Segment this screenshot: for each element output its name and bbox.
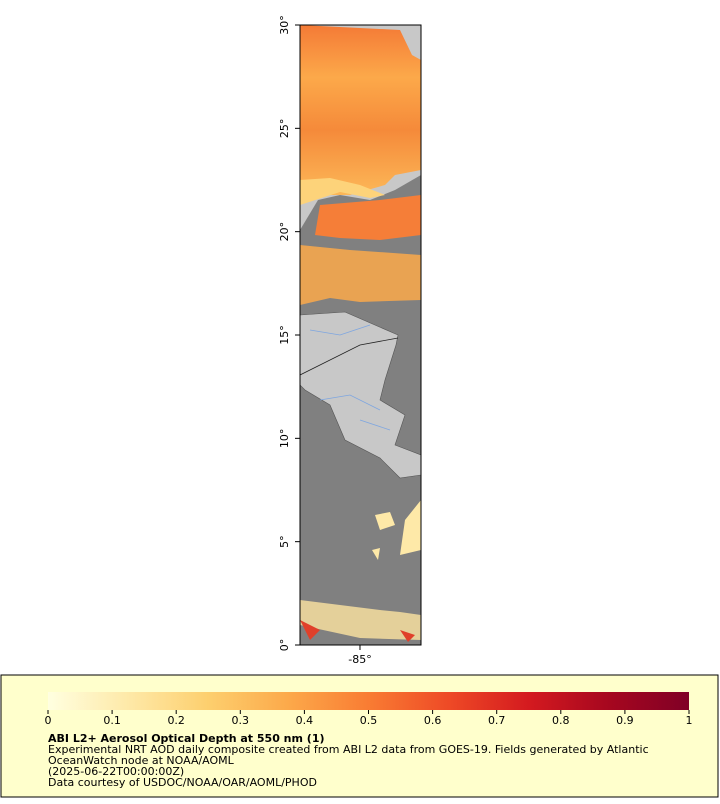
legend-title: ABI L2+ Aerosol Optical Depth at 550 nm …	[48, 732, 325, 745]
legend-line: Data courtesy of USDOC/NOAA/OAR/AOML/PHO…	[48, 776, 317, 789]
colorbar-tick-label: 0.9	[616, 714, 634, 727]
y-tick-label: 5°	[278, 535, 291, 548]
legend-line: (2025-06-22T00:00:00Z)	[48, 765, 184, 778]
y-tick-label: 0°	[278, 639, 291, 652]
aod-field	[300, 25, 421, 200]
river	[309, 324, 391, 431]
aod-field	[372, 500, 421, 560]
colorbar-tick-label: 0.8	[552, 714, 570, 727]
map	[300, 25, 421, 645]
y-tick-label: 25°	[278, 119, 291, 139]
colorbar-tick-label: 0.5	[360, 714, 378, 727]
colorbar-tick-label: 0.7	[488, 714, 506, 727]
aod-field	[300, 245, 421, 305]
y-tick-label: 10°	[278, 429, 291, 449]
x-tick-label: -85°	[348, 653, 371, 666]
colorbar-tick-label: 0.3	[232, 714, 250, 727]
colorbar-tick-label: 0.4	[296, 714, 314, 727]
legend-line: Experimental NRT AOD daily composite cre…	[48, 743, 649, 756]
colorbar-tick-label: 0.1	[103, 714, 121, 727]
colorbar-tick-label: 0	[45, 714, 52, 727]
colorbar-tick-label: 0.6	[424, 714, 442, 727]
aod-field	[300, 178, 385, 205]
colorbar	[48, 692, 689, 710]
colorbar-tick-label: 0.2	[167, 714, 185, 727]
y-tick-label: 15°	[278, 325, 291, 345]
legend-line: OceanWatch node at NOAA/AOML	[48, 754, 235, 767]
border	[300, 337, 399, 376]
colorbar-tick-label: 1	[686, 714, 693, 727]
y-tick-label: 20°	[278, 222, 291, 242]
aod-field	[315, 195, 421, 240]
y-tick-label: 30°	[278, 15, 291, 35]
aod-field	[300, 600, 421, 640]
